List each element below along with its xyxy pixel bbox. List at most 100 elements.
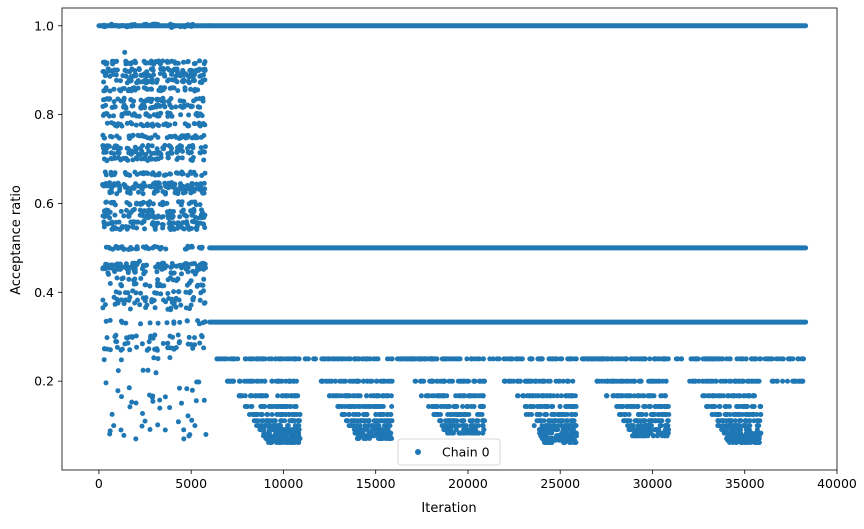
data-point [647, 356, 653, 362]
data-point [372, 423, 378, 429]
data-point [418, 378, 423, 384]
data-point [166, 59, 172, 65]
data-point [140, 170, 146, 176]
data-point [116, 135, 122, 141]
data-point [466, 378, 471, 384]
data-point [333, 393, 339, 399]
data-point [154, 290, 160, 296]
y-tick-label: 1.0 [34, 18, 54, 33]
data-point [354, 423, 360, 429]
data-point [157, 397, 163, 403]
data-point [255, 423, 261, 429]
data-point [268, 356, 274, 362]
data-point [277, 378, 283, 384]
data-point [755, 418, 761, 424]
data-point [745, 440, 751, 445]
data-point [160, 202, 166, 208]
data-point [630, 433, 636, 439]
data-point [100, 265, 106, 271]
data-point [132, 169, 138, 175]
data-point [149, 79, 155, 85]
data-point [104, 120, 110, 126]
data-point [138, 72, 144, 78]
data-point [742, 393, 748, 399]
data-point [555, 423, 561, 429]
data-point [119, 346, 125, 352]
data-point [133, 290, 139, 296]
data-point [277, 356, 283, 362]
data-point [625, 404, 631, 409]
data-point [125, 88, 131, 94]
data-point [618, 412, 624, 417]
data-point [127, 190, 133, 196]
data-point [179, 143, 184, 149]
data-point [749, 356, 755, 362]
data-point [385, 393, 391, 399]
data-point [192, 335, 197, 341]
data-point [534, 404, 540, 409]
data-point [413, 378, 419, 384]
data-point [143, 60, 148, 66]
data-point [550, 356, 556, 362]
data-point [170, 184, 176, 190]
data-point [150, 201, 156, 207]
data-point [197, 202, 203, 208]
data-point [192, 199, 198, 205]
data-point [186, 433, 192, 439]
data-point [113, 262, 119, 268]
data-point [557, 356, 563, 362]
data-point [758, 412, 763, 417]
data-point [181, 436, 187, 442]
data-point [743, 404, 749, 409]
data-point [745, 412, 750, 417]
data-point [111, 86, 117, 92]
data-point [269, 412, 275, 417]
data-point [650, 412, 656, 417]
data-point [152, 305, 158, 311]
data-point [127, 172, 132, 178]
data-point [539, 393, 545, 399]
data-point [704, 404, 710, 409]
data-point [147, 113, 153, 119]
data-point [471, 378, 477, 384]
data-point [173, 170, 179, 176]
data-point [614, 356, 620, 362]
data-point [124, 80, 130, 86]
data-point [202, 300, 208, 306]
legend[interactable]: Chain 0 [397, 438, 501, 466]
data-point [187, 306, 192, 312]
data-point [152, 224, 158, 230]
data-point [174, 79, 180, 85]
data-point [734, 423, 740, 429]
data-point [115, 121, 121, 127]
data-point [185, 145, 190, 151]
data-point [329, 356, 335, 362]
data-point [114, 339, 120, 345]
data-point [100, 104, 106, 109]
data-point [716, 393, 722, 399]
data-point [145, 171, 151, 176]
data-point [122, 110, 128, 116]
data-point [515, 378, 521, 384]
data-point [137, 302, 143, 308]
data-point [711, 356, 717, 362]
data-point [731, 393, 737, 399]
data-point [111, 113, 116, 119]
data-point [201, 215, 207, 220]
data-point [200, 98, 206, 104]
data-point [170, 225, 176, 231]
data-point [752, 440, 757, 445]
data-point [148, 66, 154, 72]
data-point [201, 397, 207, 403]
data-point [187, 150, 192, 156]
data-point [138, 321, 143, 327]
data-point [183, 289, 189, 295]
data-point [744, 378, 750, 384]
data-point [604, 393, 610, 399]
data-point [174, 189, 180, 195]
data-point [554, 393, 560, 399]
y-axis: 0.2 0.4 0.6 0.8 1.0 [34, 18, 62, 389]
data-point [272, 356, 278, 362]
data-point [664, 433, 670, 439]
data-point [367, 378, 373, 384]
